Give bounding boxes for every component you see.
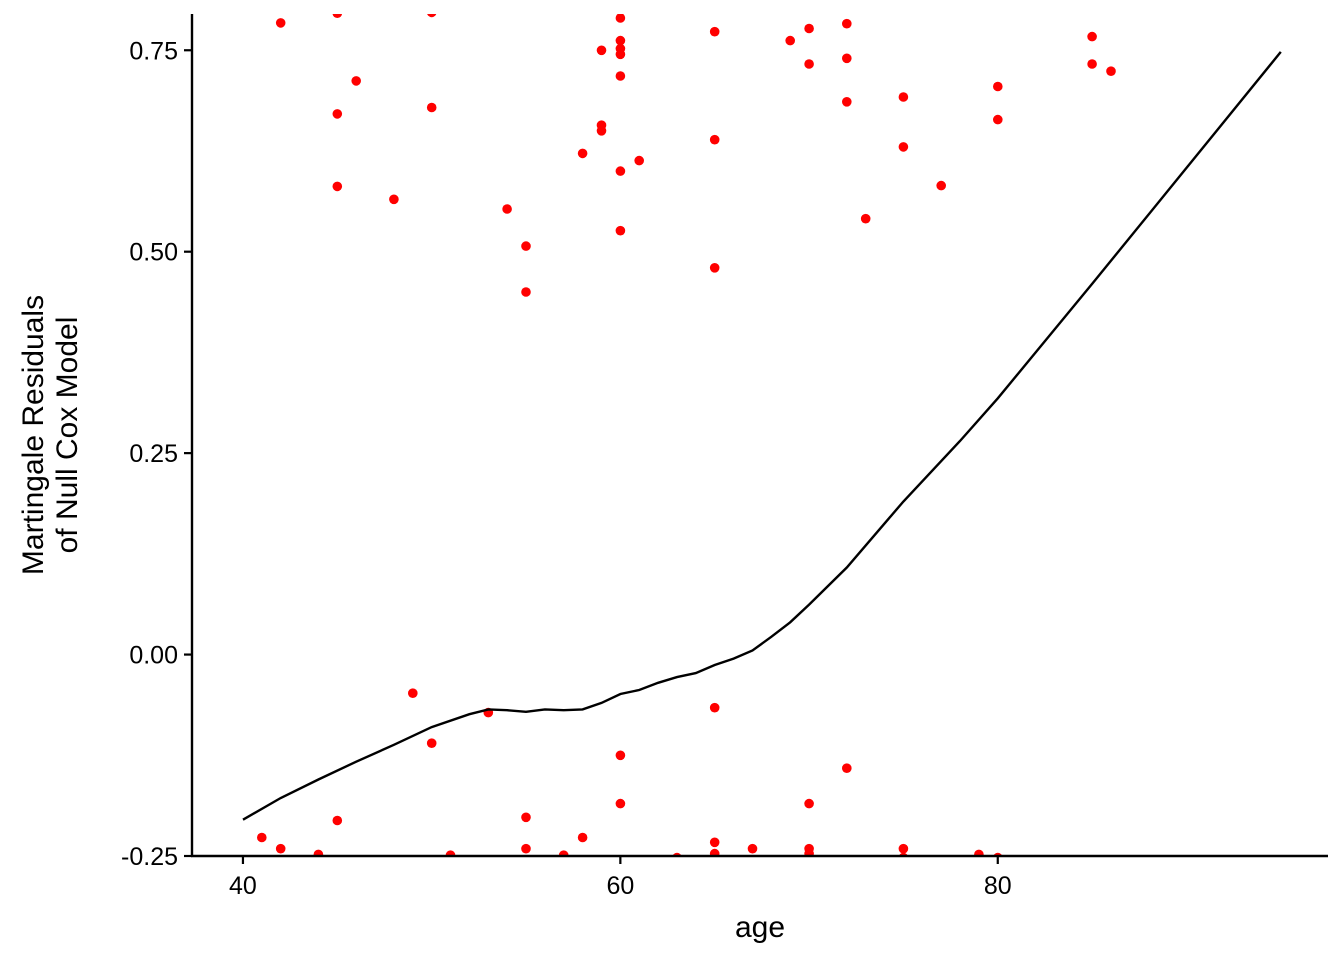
data-point <box>615 35 626 46</box>
data-point <box>860 213 871 224</box>
data-point <box>521 843 531 854</box>
residual-points <box>257 14 1116 856</box>
data-point <box>426 738 437 748</box>
data-point <box>1087 31 1097 42</box>
data-point <box>445 850 456 856</box>
data-point <box>615 798 626 809</box>
data-point <box>615 750 626 761</box>
data-point <box>993 114 1003 125</box>
data-point <box>615 71 626 81</box>
smooth-trend-line <box>242 51 1282 821</box>
data-point <box>615 49 626 60</box>
data-point <box>521 812 531 823</box>
data-point <box>426 102 437 113</box>
axes: -0.25 0.00 0.25 0.50 0.75 40 60 80 <box>121 14 1328 900</box>
data-point <box>1087 59 1097 69</box>
data-point <box>332 815 343 826</box>
data-point <box>785 35 795 46</box>
data-point <box>427 14 437 18</box>
data-point <box>747 843 758 854</box>
x-tick-label: 40 <box>229 872 257 900</box>
data-point <box>842 18 852 29</box>
data-point <box>521 287 531 297</box>
data-point <box>351 76 362 86</box>
data-point <box>709 702 720 713</box>
data-point <box>804 798 814 809</box>
data-point <box>558 850 569 856</box>
data-point <box>898 843 909 854</box>
data-point <box>596 126 607 136</box>
y-tick-label: 0.75 <box>129 37 178 65</box>
x-tick-label: 60 <box>606 872 634 900</box>
y-tick-label: 0.25 <box>129 440 178 468</box>
data-point <box>313 849 324 856</box>
data-point <box>332 181 343 192</box>
data-point <box>615 225 626 236</box>
data-point <box>389 194 399 205</box>
data-point <box>1106 66 1116 76</box>
data-point <box>275 18 286 28</box>
data-point <box>615 166 626 176</box>
data-point <box>936 180 946 191</box>
data-point <box>672 852 682 856</box>
data-point <box>257 832 267 843</box>
data-point <box>993 81 1003 92</box>
data-point <box>804 848 814 856</box>
data-point <box>709 848 720 856</box>
data-point <box>332 14 343 18</box>
y-tick-label: 0.00 <box>129 642 178 670</box>
data-point <box>275 843 286 854</box>
y-tick-label: 0.50 <box>129 239 178 267</box>
y-axis-title: Martingale Residuals of Null Cox Model <box>17 295 84 575</box>
data-point <box>842 53 852 64</box>
x-tick-label: 80 <box>984 872 1012 900</box>
data-point <box>577 148 588 159</box>
data-point <box>898 142 909 152</box>
data-point <box>974 849 984 856</box>
data-point <box>615 14 626 23</box>
data-point <box>709 134 720 145</box>
y-axis-title-line-2: of Null Cox Model <box>51 317 84 554</box>
data-point <box>898 852 908 856</box>
data-point <box>898 92 909 102</box>
y-axis-title-line-1: Martingale Residuals <box>17 295 50 575</box>
data-point <box>842 763 852 773</box>
data-point <box>709 26 720 37</box>
data-point <box>842 97 852 107</box>
data-point <box>709 837 720 848</box>
data-point <box>408 688 418 698</box>
data-point <box>596 45 607 56</box>
data-point <box>577 832 588 843</box>
data-point <box>502 204 512 214</box>
data-point <box>634 155 644 166</box>
data-point <box>709 263 720 273</box>
y-tick-label: -0.25 <box>121 843 178 871</box>
data-point <box>521 241 531 251</box>
x-axis-title: age <box>735 911 785 944</box>
data-point <box>804 23 814 34</box>
data-point <box>804 59 814 69</box>
data-point <box>332 109 343 119</box>
